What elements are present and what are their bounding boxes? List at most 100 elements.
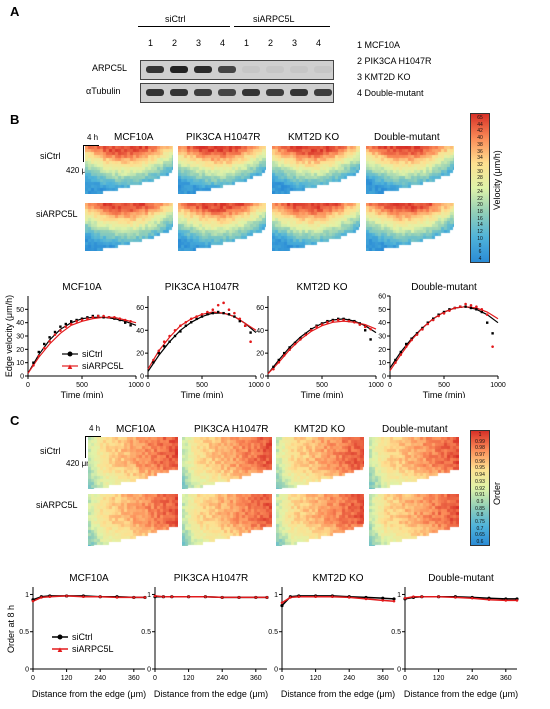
colorbar-tick: 34 <box>477 155 483 162</box>
colorbar-tick: 0.8 <box>476 512 484 519</box>
velocity-heatmap <box>178 203 266 251</box>
colorbar-tick: 0.95 <box>475 465 485 472</box>
data-point-sictrl <box>86 316 89 319</box>
y-tick-label: 1 <box>147 592 151 599</box>
y-tick-label: 30 <box>16 334 24 341</box>
x-tick-label: 500 <box>76 382 88 389</box>
colorbar-tick: 20 <box>477 202 483 209</box>
colorbar-tick: 0.92 <box>475 485 485 492</box>
group-underline-siarpc5l <box>234 26 330 27</box>
lane-number: 3 <box>292 38 298 48</box>
data-point-sictrl <box>102 316 105 319</box>
data-point-siarpc5l <box>80 318 84 322</box>
x-tick-label: 0 <box>146 382 150 389</box>
data-point-siarpc5l <box>272 367 275 371</box>
y-tick-label: 40 <box>136 328 144 335</box>
data-point-siarpc5l <box>485 313 489 316</box>
colorbar-tick: 65 <box>477 115 483 121</box>
x-tick-label: 1000 <box>368 382 384 389</box>
data-point-sictrl <box>394 358 397 362</box>
data-point-sictrl <box>369 338 372 341</box>
group-underline-sictrl <box>138 26 230 27</box>
data-point-siarpc5l <box>454 596 457 599</box>
data-point-siarpc5l <box>412 595 415 598</box>
x-tick-label: 0 <box>153 675 157 682</box>
data-point-siarpc5l <box>369 327 372 331</box>
colorbar-tick: 18 <box>477 209 483 215</box>
condition-title: PIK3CA H1047R <box>186 132 261 143</box>
data-point-siarpc5l <box>102 314 105 318</box>
data-point-siarpc5l <box>420 595 424 598</box>
space-arrow-icon <box>83 145 84 162</box>
colorbar-tick: 40 <box>477 135 483 142</box>
x-axis-label: Distance from the edge (μm) <box>32 689 146 699</box>
x-tick-label: 120 <box>310 675 322 682</box>
data-point-siarpc5l <box>394 361 397 364</box>
blot-band <box>242 66 260 73</box>
data-point-sictrl <box>152 361 155 364</box>
data-point-siarpc5l <box>107 316 111 319</box>
data-point-sictrl <box>157 351 160 355</box>
legend-marker-sictrl <box>57 634 63 640</box>
colorbar-tick: 0.91 <box>475 492 485 499</box>
data-point-siarpc5l <box>437 595 440 598</box>
velocity-heatmap <box>85 146 173 194</box>
data-point-sictrl <box>415 332 419 335</box>
y-tick-label: 60 <box>136 305 144 312</box>
data-point-siarpc5l <box>293 342 297 346</box>
data-point-siarpc5l <box>204 595 207 598</box>
legend-label-siarpc5l: siARPC5L <box>72 644 114 654</box>
data-point-siarpc5l <box>249 340 252 344</box>
lane-number: 1 <box>244 38 250 48</box>
data-point-sictrl <box>249 331 252 334</box>
data-point-siarpc5l <box>115 596 119 599</box>
chart-title: PIK3CA H1047R <box>174 573 249 584</box>
data-point-siarpc5l <box>96 314 100 318</box>
order-heatmap <box>369 494 459 546</box>
data-point-siarpc5l <box>403 596 407 600</box>
data-point-sictrl <box>280 604 284 608</box>
data-point-siarpc5l <box>288 348 291 352</box>
data-point-siarpc5l <box>82 595 85 598</box>
y-tick-label: 0 <box>25 667 29 674</box>
data-point-siarpc5l <box>331 319 335 323</box>
data-point-siarpc5l <box>187 595 190 598</box>
data-point-sictrl <box>211 311 214 315</box>
data-point-sictrl <box>238 319 241 323</box>
colorbar-tick: 0.65 <box>475 532 485 539</box>
data-point-sictrl <box>75 318 78 322</box>
data-point-sictrl <box>217 310 220 314</box>
legend-marker-siarpc5l: ▲ <box>66 362 74 371</box>
legend-marker-sictrl <box>67 351 73 357</box>
data-point-siarpc5l <box>358 323 362 326</box>
panel-b-label: B <box>10 112 20 127</box>
velocity-colorbar: 65 44 42 40 38 36 34 32 30 28 26 24 22 20 18 16 14 12 10 8 6… <box>470 113 490 263</box>
data-point-siarpc5l <box>53 333 57 336</box>
colorbar-tick: 14 <box>477 222 483 229</box>
group-label-siarpc5l: siARPC5L <box>253 14 295 24</box>
data-point-sictrl <box>48 336 51 339</box>
data-point-sictrl <box>480 310 483 314</box>
y-tick-label: 1 <box>25 592 29 599</box>
time-arrow-icon <box>83 145 99 146</box>
x-tick-label: 0 <box>31 675 35 682</box>
data-point-siarpc5l <box>437 314 440 318</box>
colorbar-tick: 0.98 <box>475 445 485 452</box>
legend-item: 3 KMT2D KO <box>357 72 411 82</box>
chart-title: KMT2D KO <box>296 282 347 293</box>
data-point-sictrl <box>179 330 182 333</box>
data-point-siarpc5l <box>442 312 446 315</box>
lane-number: 1 <box>148 38 154 48</box>
data-point-siarpc5l <box>170 595 174 598</box>
colorbar-tick: 0.97 <box>475 452 485 459</box>
data-point-siarpc5l <box>289 596 292 599</box>
x-axis-label: Distance from the edge (μm) <box>404 689 518 699</box>
data-point-siarpc5l <box>475 305 478 308</box>
y-tick-label: 60 <box>378 294 386 301</box>
y-tick-label: 20 <box>256 351 264 358</box>
y-tick-label: 1 <box>397 592 401 599</box>
lane-number: 4 <box>316 38 322 48</box>
x-tick-label: 240 <box>216 675 228 682</box>
series-line-siarpc5l-fit <box>267 320 377 375</box>
colorbar-tick: 24 <box>477 188 483 195</box>
